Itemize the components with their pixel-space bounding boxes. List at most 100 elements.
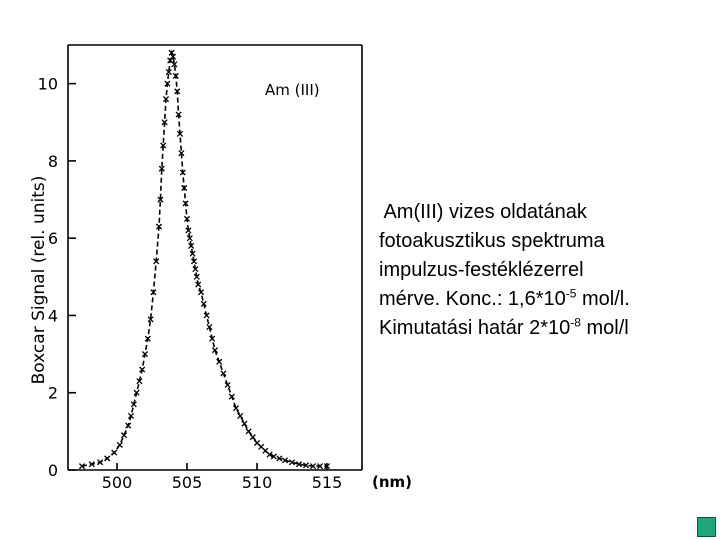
data-point [188,242,195,249]
data-point [153,258,160,265]
data-point [165,68,172,76]
data-point [181,184,188,192]
data-point [88,461,95,468]
y-tick-label: 4 [48,306,58,325]
caption-line-4: mérve. Konc.: 1,6*10-5 mol/l. [379,285,709,314]
y-tick-label: 8 [48,152,58,171]
x-tick-label: 515 [312,473,343,492]
data-point [174,88,181,95]
y-tick-label: 0 [48,461,58,480]
caption-line-4-exponent: -5 [565,286,577,301]
nav-corner-button[interactable] [697,517,716,537]
caption-line-3: impulzus-festéklézerrel [379,259,584,281]
data-point [125,422,132,429]
data-point [141,351,149,358]
data-point [178,150,185,157]
data-point [190,258,198,265]
y-ticks: 0 2 4 6 8 10 [38,75,76,480]
data-point [281,457,289,464]
data-point [245,428,252,435]
data-point [160,142,167,149]
data-point [182,200,189,207]
caption-line-1: Am(III) vizes oldatának [379,201,587,223]
data-point [295,461,303,468]
data-point [176,130,184,137]
data-point [120,432,128,439]
data-point [157,196,164,203]
data-point [161,119,168,126]
x-tick-label: 510 [242,473,273,492]
data-point [206,323,213,331]
x-tick-label: 500 [102,473,133,492]
data-point [104,455,111,462]
data-point [171,61,178,68]
data-point [241,420,248,427]
data-point [158,165,165,172]
caption-line-4-text: mérve. Konc.: 1,6*10 [379,288,566,310]
data-point [155,223,163,230]
data-point [192,266,199,273]
data-point [266,451,273,458]
data-point [133,389,140,396]
data-point [323,463,331,470]
data-point [216,358,223,365]
data-point [228,393,235,400]
data-point [139,366,146,373]
data-point [172,72,179,79]
data-point [200,300,207,307]
caption-line-5: Kimutatási határ 2*10-8 mol/l [379,314,709,343]
data-point [111,449,118,456]
data-point [224,381,231,389]
y-tick-label: 2 [48,384,58,403]
data-point [97,459,104,466]
caption-line-2: fotoakusztikus spektruma [379,230,605,252]
peak-annotation: Am (III) [265,81,320,99]
data-point [203,312,210,319]
data-point [237,412,244,419]
data-point [175,111,182,118]
data-point [150,289,157,296]
data-point [189,250,196,257]
y-tick-label: 6 [48,229,58,248]
data-point [209,335,216,342]
x-ticks: 500 505 510 515 [102,463,343,492]
caption-line-5-text: Kimutatási határ 2*10 [379,317,571,339]
data-point [127,412,135,419]
data-point [169,53,177,60]
data-point [316,463,324,470]
data-point [211,347,219,354]
data-point [183,215,191,222]
data-point [147,316,154,323]
y-axis-label: Boxcar Signal (rel. units) [29,176,49,385]
data-point [136,378,143,385]
data-point [276,455,283,462]
data-point [164,80,171,87]
data-point [193,273,200,280]
caption-line-5-exponent: -8 [570,315,581,330]
data-point [144,335,151,342]
data-point [130,401,137,408]
data-point [232,405,240,412]
data-point [168,49,175,56]
data-point [186,235,193,242]
data-point [270,453,277,460]
data-point [185,227,192,234]
data-point [249,434,256,441]
data-point [78,463,86,470]
data-point [195,281,202,288]
x-tick-label: 505 [172,473,203,492]
x-unit-label: (nm) [372,473,412,491]
caption-line-4-unit: mol/l. [576,288,630,310]
data-markers [78,49,331,470]
data-point [162,96,170,103]
data-point [220,370,227,377]
data-point [302,462,310,469]
data-point [197,289,205,296]
data-point [116,441,123,448]
caption-line-5-unit: mol/l [580,317,629,339]
y-tick-label: 10 [38,75,58,94]
data-point [288,459,296,466]
spectrum-curve [81,49,327,467]
data-point [179,169,186,176]
caption: Am(III) vizes oldatának fotoakusztikus s… [379,198,709,343]
